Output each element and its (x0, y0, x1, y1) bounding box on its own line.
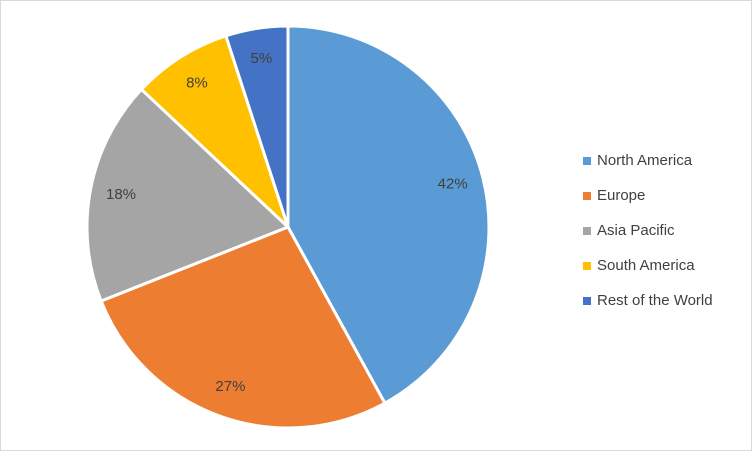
legend-swatch (583, 156, 591, 165)
data-label: 18% (106, 186, 136, 203)
data-label: 42% (438, 176, 468, 193)
legend-item-north-america: North America (583, 143, 713, 178)
legend-label: Asia Pacific (597, 222, 675, 239)
legend-item-rest-of-the-world: Rest of the World (583, 283, 713, 318)
data-label: 8% (186, 74, 208, 91)
legend-item-europe: Europe (583, 178, 713, 213)
legend-swatch (583, 226, 591, 235)
pie-slice-north-america (286, 24, 491, 405)
legend-label: South America (597, 257, 695, 274)
legend-label: Rest of the World (597, 292, 713, 309)
legend-swatch (583, 191, 591, 200)
legend-item-asia-pacific: Asia Pacific (583, 213, 713, 248)
data-label: 5% (251, 50, 273, 67)
pie-slice-rest-of-the-world (224, 24, 290, 229)
pie-slice-south-america (139, 34, 290, 229)
legend-item-south-america: South America (583, 248, 713, 283)
pie-slice-asia-pacific (85, 87, 290, 303)
data-label: 27% (215, 378, 245, 395)
legend: North America Europe Asia Pacific South … (583, 143, 713, 318)
pie-slice-europe (99, 225, 387, 430)
legend-label: North America (597, 152, 693, 169)
legend-label: Europe (597, 187, 646, 204)
pie-slices (85, 24, 491, 430)
legend-swatch (583, 261, 591, 270)
legend-swatch (583, 296, 591, 305)
pie-data-labels: 42% 27% 18% 8% 5% (106, 50, 468, 395)
